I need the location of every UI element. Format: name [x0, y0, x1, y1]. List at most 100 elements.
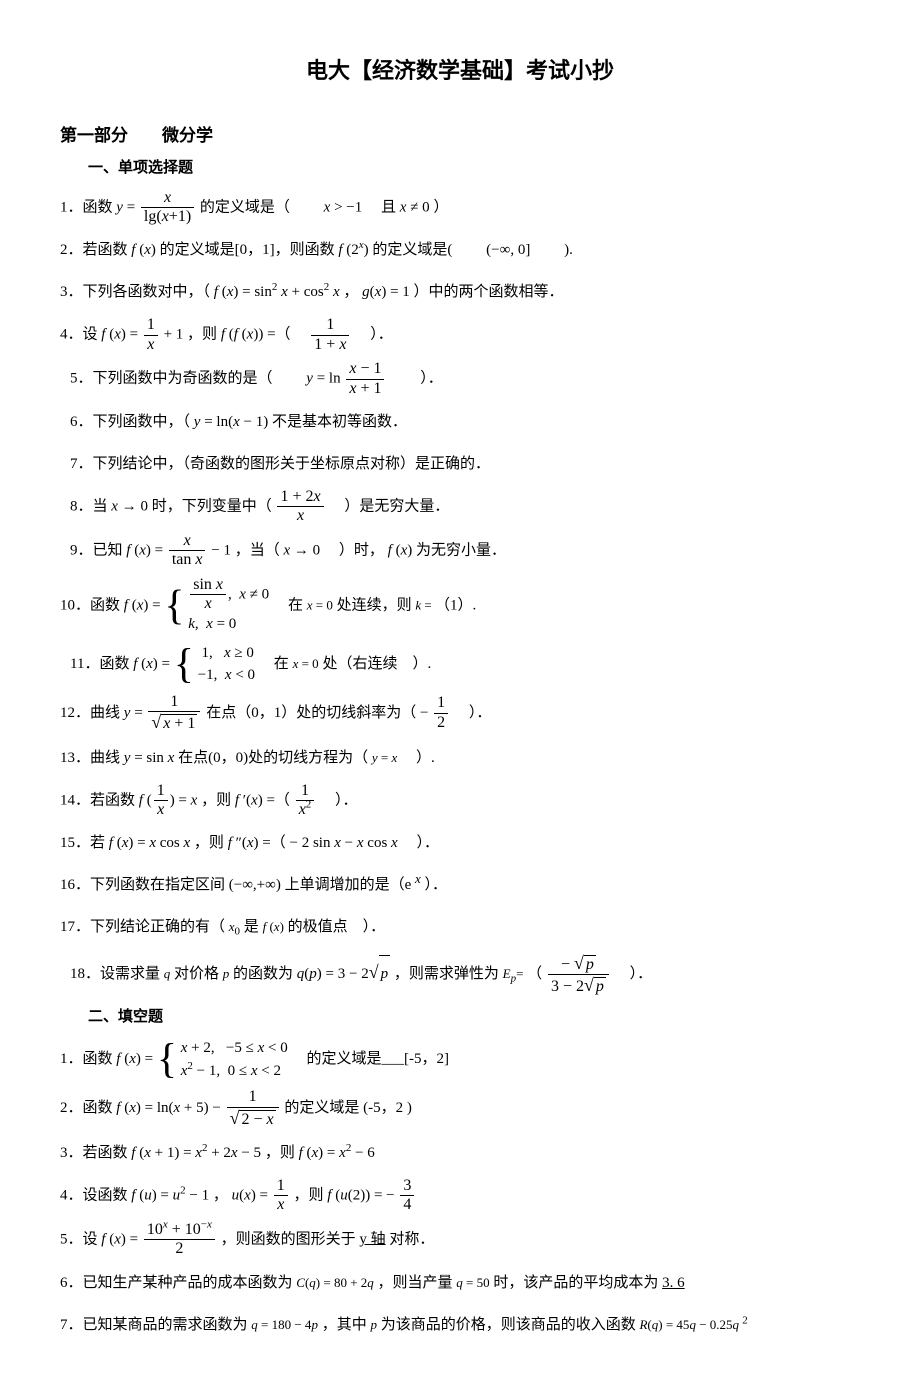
- q9-text-a: 9．已知: [70, 542, 123, 558]
- mc-q17: 17．下列结论正确的有（ x0 是 f (x) 的极值点 ）．: [60, 909, 860, 945]
- q12-text-c: ）．: [454, 705, 492, 721]
- q14-text-c: =（: [266, 792, 289, 808]
- q14-text-a: 14．若函数: [60, 792, 135, 808]
- mc-q9: 9．已知 f (x) = xtan x − 1 ，当（ x → 0 ）时， f …: [70, 532, 860, 570]
- q12-text-a: 12．曲线: [60, 705, 120, 721]
- mc-q4: 4．设 f (x) = 1x + 1 ，则 f (f (x)) =（ 11 + …: [60, 316, 860, 354]
- q10-text-b: 在: [273, 597, 307, 613]
- mc-q10: 10．函数 f (x) = { sin xx, x ≠ 0 k, x = 0 在…: [60, 576, 860, 636]
- mc-q7: 7．下列结论中，（奇函数的图形关于坐标原点对称）是正确的．: [70, 446, 860, 482]
- q16-text-c: ）．: [425, 877, 448, 893]
- q8-text-a: 8．当: [70, 498, 108, 514]
- q18-text-b: 对价格: [174, 966, 223, 982]
- fbq7-text-c: 为该商品的价格，则该商品的收入函数: [381, 1317, 636, 1333]
- q6-text-a: 6．下列函数中，（: [70, 414, 190, 430]
- fbq6-text-a: 6．已知生产某种产品的成本函数为: [60, 1275, 293, 1291]
- q1-text-a: 1．函数: [60, 199, 116, 215]
- mc-q18: 18．设需求量 q 对价格 p 的函数为 q(p) = 3 − 2√p ，则需求…: [70, 951, 860, 996]
- q13-text-b: 在点(0，0)处的切线方程为（: [178, 750, 368, 766]
- q6-text-b: 不是基本初等函数．: [272, 414, 407, 430]
- fbq6-text-b: ，则当产量: [378, 1275, 453, 1291]
- fb-q5: 5．设 f (x) = 10x + 10−x2 ，则函数的图形关于 y 轴 对称…: [60, 1221, 860, 1259]
- q2-text-b: 的定义域是[0，1]，则函数: [160, 242, 339, 258]
- q15-text-a: 15．若: [60, 835, 105, 851]
- fbq2-text-b: 的定义域是: [284, 1100, 359, 1116]
- fbq6-text-c: 时，该产品的平均成本为: [493, 1275, 658, 1291]
- q18-text-a: 18．设需求量: [70, 966, 164, 982]
- mc-q5: 5．下列函数中为奇函数的是（ y = ln x − 1x + 1 ）．: [70, 360, 860, 398]
- fb-q6: 6．已知生产某种产品的成本函数为 C(q) = 80 + 2q ，则当产量 q …: [60, 1265, 860, 1301]
- q9-text-c: ）时，: [324, 542, 384, 558]
- q1-text-d: ）: [433, 199, 448, 215]
- q18-text-d: ，则需求弹性为: [394, 966, 503, 982]
- q2-text-d: ).: [534, 242, 573, 258]
- mc-q15: 15．若 f (x) = x cos x ，则 f ″(x) =（ − 2 si…: [60, 825, 860, 861]
- fbq6-ans: 3. 6: [662, 1275, 685, 1291]
- q13-text-c: ）.: [401, 750, 435, 766]
- q18-text-f: ）．: [615, 966, 653, 982]
- q5-text-b: ）．: [390, 370, 443, 386]
- q10-text-c: 处连续，则: [337, 597, 416, 613]
- mc-q12: 12．曲线 y = 1√x + 1 在点（0，1）处的切线斜率为（ − 12 ）…: [60, 693, 860, 734]
- fb-q7: 7．已知某商品的需求函数为 q = 180 − 4p ，其中 p 为该商品的价格…: [60, 1307, 860, 1343]
- fbq7-text-a: 7．已知某商品的需求函数为: [60, 1317, 248, 1333]
- fb-q1: 1．函数 f (x) = { x + 2, −5 ≤ x < 0 x2 − 1,…: [60, 1037, 860, 1082]
- fbq5-ans: y 轴: [359, 1231, 385, 1247]
- fbq5-text-a: 5．设: [60, 1231, 98, 1247]
- q13-text-a: 13．曲线: [60, 750, 120, 766]
- fb-q3: 3．若函数 f (x + 1) = x2 + 2x − 5 ，则 f (x) =…: [60, 1135, 860, 1171]
- mc-q6: 6．下列函数中，（ y = ln(x − 1) 不是基本初等函数．: [70, 404, 860, 440]
- mc-q1: 1．函数 y = xlg(x+1) 的定义域是（ x > −1 且 x ≠ 0 …: [60, 189, 860, 227]
- mc-q16: 16．下列函数在指定区间 (−∞,+∞) 上单调增加的是（e x ）．: [60, 867, 860, 903]
- section2-heading: 二、填空题: [88, 1003, 860, 1032]
- q14-text-b: ，则: [201, 792, 231, 808]
- q17-text-a: 17．下列结论正确的有（: [60, 919, 225, 935]
- fbq2-text-a: 2．函数: [60, 1100, 113, 1116]
- q1-text-b: 的定义域是（: [200, 199, 320, 215]
- q17-text-c: 的极值点 ）．: [288, 919, 386, 935]
- q14-text-d: ）．: [320, 792, 358, 808]
- mc-q3: 3．下列各函数对中，（ f (x) = sin2 x + cos2 x ， g(…: [60, 274, 860, 310]
- fb-q2: 2．函数 f (x) = ln(x + 5) − 1√2 − x 的定义域是 (…: [60, 1088, 860, 1129]
- page-title: 电大【经济数学基础】考试小抄: [60, 50, 860, 92]
- q18-text-e: （: [527, 966, 542, 982]
- q2-text-a: 2．若函数: [60, 242, 131, 258]
- fbq1-text-b: 的定义域是___[-5，2]: [291, 1051, 449, 1067]
- fbq1-text-a: 1．函数: [60, 1051, 116, 1067]
- q2-text-c: 的定义域是(: [372, 242, 482, 258]
- fbq7-text-b: ，其中: [322, 1317, 371, 1333]
- q15-text-c: =（: [262, 835, 285, 851]
- mc-q11: 11．函数 f (x) = { 1, x ≥ 0 −1, x < 0 在 x =…: [70, 642, 860, 687]
- q18-text-c: 的函数为: [233, 966, 293, 982]
- q1-text-c: 且: [366, 199, 400, 215]
- q11-text-a: 11．函数: [70, 656, 133, 672]
- fbq5-text-c: 对称．: [389, 1231, 434, 1247]
- q10-text-d: （1）.: [435, 597, 476, 613]
- mc-q8: 8．当 x → 0 时，下列变量中（ 1 + 2xx ）是无穷大量．: [70, 488, 860, 526]
- q4-text-a: 4．设: [60, 327, 98, 343]
- fbq4-text-c: ，则: [294, 1187, 324, 1203]
- part1-heading: 第一部分 微分学: [60, 120, 860, 152]
- q11-text-c: 处（右连续 ）.: [322, 656, 431, 672]
- q8-text-b: 时，下列变量中（: [152, 498, 272, 514]
- q16-text-b: 上单调增加的是（e: [285, 877, 415, 893]
- q5-text-a: 5．下列函数中为奇函数的是（: [70, 370, 303, 386]
- fbq3-text-b: ，则: [265, 1145, 295, 1161]
- q9-text-b: ，当（: [235, 542, 280, 558]
- q15-text-d: ）．: [401, 835, 439, 851]
- q3-text-c: ）中的两个函数相等．: [414, 284, 564, 300]
- q16-text-a: 16．下列函数在指定区间: [60, 877, 225, 893]
- q4-text-c: =（: [267, 327, 305, 343]
- mc-q2: 2．若函数 f (x) 的定义域是[0，1]，则函数 f (2x) 的定义域是(…: [60, 232, 860, 268]
- q10-text-a: 10．函数: [60, 597, 124, 613]
- fbq2-ans: (-5，2 ): [363, 1100, 412, 1116]
- q3-text-a: 3．下列各函数对中，（: [60, 284, 214, 300]
- q8-text-c: ）是无穷大量．: [329, 498, 449, 514]
- section1-heading: 一、单项选择题: [88, 154, 860, 183]
- q11-text-b: 在: [259, 656, 293, 672]
- mc-q14: 14．若函数 f (1x) = x ，则 f ′(x) =（ 1x2 ）．: [60, 782, 860, 820]
- q3-text-b: ，: [343, 284, 358, 300]
- q4-text-b: ，则: [187, 327, 217, 343]
- q9-text-d: 为无穷小量．: [416, 542, 506, 558]
- q15-text-b: ，则: [194, 835, 224, 851]
